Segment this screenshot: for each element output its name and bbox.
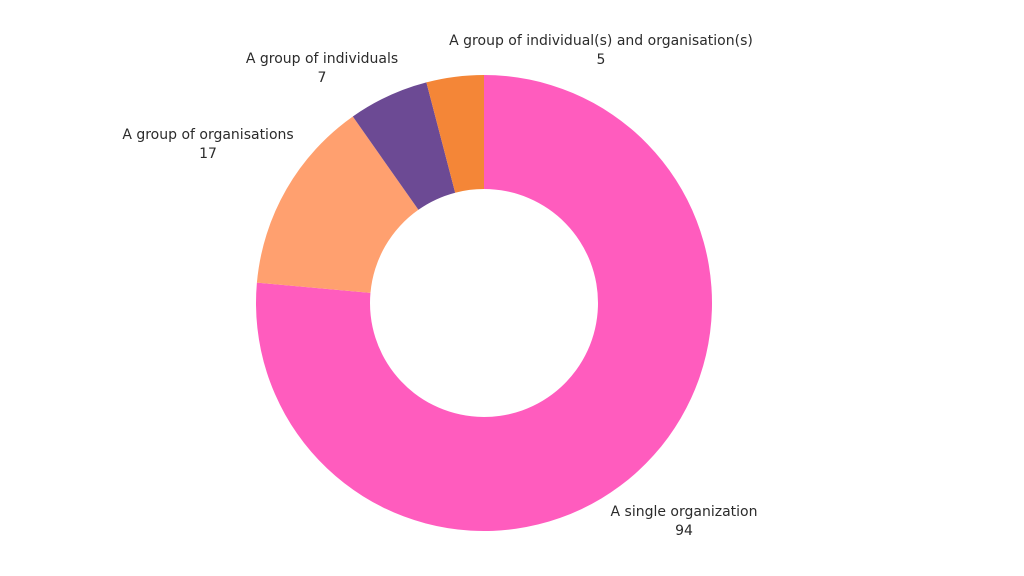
slice-label-1: A group of organisations <box>122 127 293 143</box>
slice-label-2: A group of individuals <box>246 51 398 67</box>
labels-layer: A single organization 94 A group of organi… <box>122 33 757 539</box>
slice-value-1: 17 <box>199 146 217 162</box>
donut-slice-0 <box>256 75 712 531</box>
donut-slice-1 <box>256 116 419 293</box>
slice-label-0: A single organization <box>611 504 758 520</box>
slice-label-3: A group of individual(s) and organisatio… <box>449 33 753 49</box>
slice-value-0: 94 <box>675 523 693 539</box>
donut-slice-2 <box>352 82 456 210</box>
slices-layer <box>256 75 712 531</box>
slice-value-2: 7 <box>318 70 327 86</box>
donut-slice-3 <box>426 75 484 193</box>
slice-value-3: 5 <box>597 52 606 68</box>
